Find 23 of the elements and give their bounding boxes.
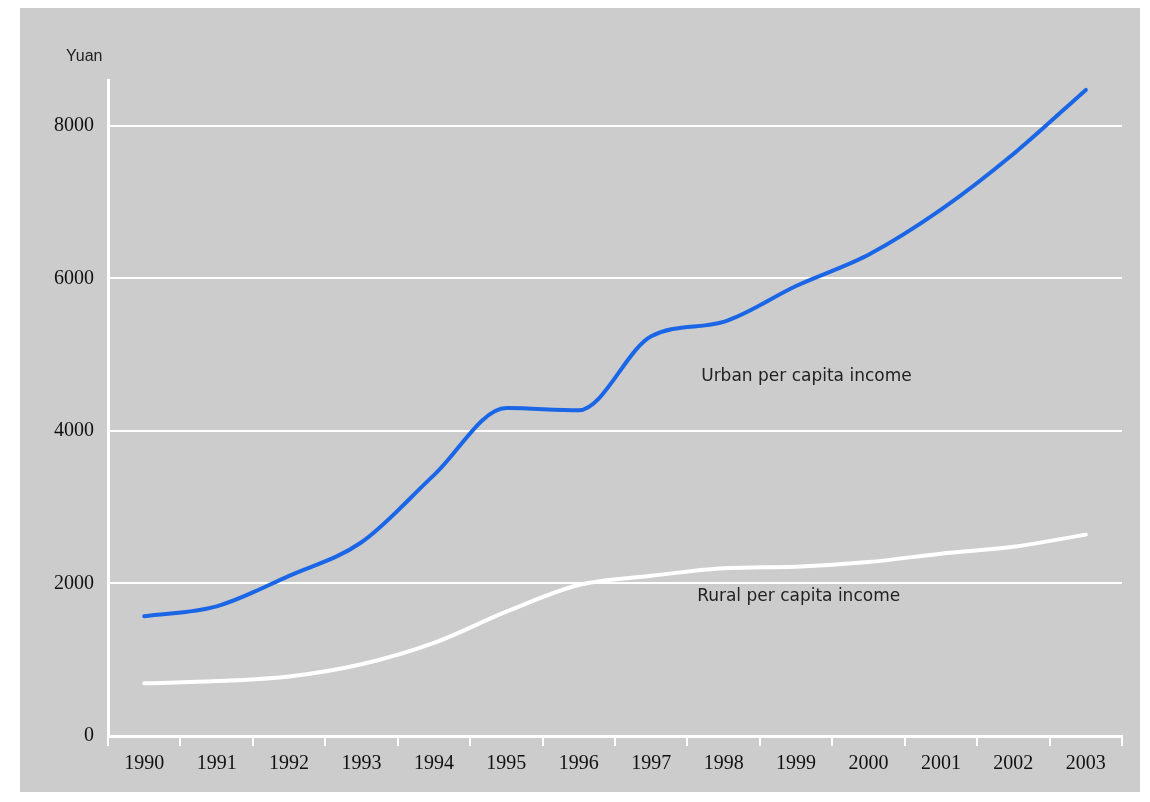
x-tick-label: 2003: [1065, 751, 1106, 774]
y-axis-title: Yuan: [66, 47, 103, 65]
y-tick-label: 4000: [54, 418, 94, 441]
x-tick-label: 1992: [269, 751, 310, 774]
line-series: [142, 87, 1088, 619]
text: Urban per capita income: [701, 364, 912, 385]
x-tick-label: 1995: [486, 751, 527, 774]
y-tick-label: 2000: [54, 570, 94, 593]
y-tick-label: 0: [84, 723, 94, 746]
y-tick-label: 8000: [54, 113, 94, 136]
x-tick-label: 1999: [776, 751, 817, 774]
x-tick-label: 1990: [124, 751, 165, 774]
x-tick-label: 1994: [413, 751, 454, 774]
x-tick-label: 1997: [631, 751, 672, 774]
x-tick-label: 1998: [703, 751, 744, 774]
y-tick-label: 6000: [54, 265, 94, 288]
series-label: Rural per capita income: [697, 585, 901, 606]
x-tick-label: 2002: [993, 751, 1034, 774]
x-tick-label: 1993: [341, 751, 382, 774]
x-tick-label: 1996: [558, 751, 599, 774]
x-tick-label: 2001: [920, 751, 961, 774]
x-tick-label: 1991: [196, 751, 237, 774]
x-tick-label: 2000: [848, 751, 889, 774]
